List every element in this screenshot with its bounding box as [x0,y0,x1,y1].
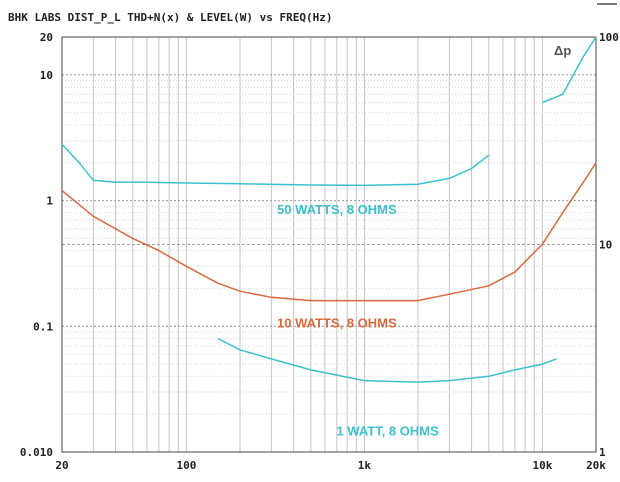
plot-frame [61,36,597,453]
series-group [61,36,597,383]
y-tick-label: 20 [40,31,53,44]
x-tick-label: 10k [532,459,552,472]
x-tick-label: 1k [358,459,372,472]
series-line-0 [61,143,490,187]
series-line-2 [217,337,557,383]
grid [61,36,597,453]
series-label-1: 10 WATTS, 8 OHMS [277,315,397,330]
series-label-2: 1 WATT, 8 OHMS [336,424,439,439]
y-tick-label: 0.010 [20,446,53,459]
x-tick-label: 100 [176,459,196,472]
top-right-rule [597,3,617,5]
y2-tick-label: 10 [599,239,612,252]
y2-tick-label: 1 [599,446,606,459]
series-line-1 [61,162,597,302]
corner-annotation: Δp [554,43,571,58]
y-tick-label: 1 [46,195,53,208]
y-tick-label: 0.1 [33,320,53,333]
chart-title: BHK LABS DIST_P_L THD+N(x) & LEVEL(W) vs… [8,11,333,24]
x-tick-label: 20k [586,459,606,472]
series-label-0: 50 WATTS, 8 OHMS [277,202,397,217]
y-tick-label: 10 [40,69,53,82]
series-line-3 [542,36,597,104]
y2-tick-label: 100 [599,31,619,44]
labels-group: 20 100 1k 10k 20k 20 10 1 0.1 0.010 100 10 1 Δp 50 WAT… [20,31,619,472]
x-tick-label: 20 [55,459,68,472]
